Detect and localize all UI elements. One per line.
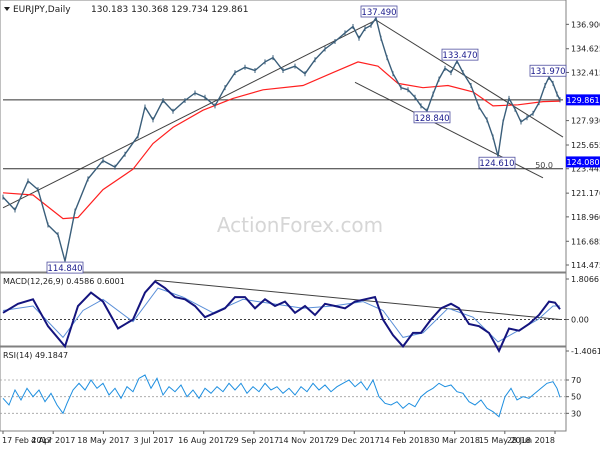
- callout-label: 137.490: [361, 8, 396, 18]
- callout-label: 114.840: [47, 264, 82, 274]
- macd-signal-line: [2, 287, 560, 343]
- rsi-plot: [0, 374, 566, 418]
- dropdown-triangle-icon: [4, 7, 10, 11]
- callout-box: [46, 261, 84, 274]
- macd-trendline: [154, 279, 561, 320]
- callout-label: 128.840: [414, 114, 449, 124]
- date-tick-label: 29 Dec 2017: [329, 436, 380, 445]
- callout-label: 131.970: [530, 67, 565, 77]
- price-plot: [2, 15, 564, 264]
- macd-tick-label: -1.4061: [571, 347, 600, 356]
- callout-label: 124.610: [479, 159, 514, 169]
- rsi-tick-label: 70: [571, 376, 581, 385]
- price-panel-frame: [0, 0, 567, 273]
- price-tick-label: 118.960: [571, 213, 600, 222]
- price-tick-label: 114.475: [571, 261, 600, 270]
- rsi-tick-label: 50: [571, 393, 581, 402]
- ohlc-readout: 130.183 130.368 129.734 129.861: [91, 5, 248, 15]
- price-tick-label: 125.655: [571, 141, 600, 150]
- callout-box: [360, 5, 398, 18]
- rsi-tick-label: 30: [571, 409, 581, 418]
- callout-box: [413, 111, 451, 124]
- macd-plot: [0, 279, 566, 354]
- date-tick-label: 29 Sep 2017: [229, 436, 280, 445]
- date-tick-label: 16 Aug 2017: [178, 436, 229, 445]
- price-tick-label: 121.170: [571, 189, 600, 198]
- price-tick-label: 123.445: [571, 165, 600, 174]
- price-tag-bg: [566, 94, 600, 106]
- date-tick-label: 28 Jun 2018: [507, 436, 555, 445]
- date-tick-label: 18 May 2017: [77, 436, 129, 445]
- chart-header: EURJPY,Daily 130.183 130.368 129.734 129…: [4, 5, 248, 15]
- moving-average-line: [2, 61, 561, 220]
- callout-box: [478, 156, 516, 169]
- price-tags: 129.861 124.080: [566, 94, 600, 168]
- price-tick-label: 127.930: [571, 117, 600, 126]
- fib-label: 50.0: [535, 161, 553, 170]
- macd-tick-label: 0.00: [571, 315, 589, 324]
- price-tick-label: 136.900: [571, 20, 600, 29]
- date-tick-label: 4 Apr 2017: [31, 436, 75, 445]
- level-tag-label: 124.080: [566, 158, 599, 167]
- trendline-channel-top: [375, 19, 564, 138]
- macd-line: [2, 280, 561, 354]
- date-tick-label: 30 Mar 2018: [429, 436, 480, 445]
- date-tick-label: 3 Jul 2017: [133, 436, 173, 445]
- callout-label: 133.470: [442, 51, 477, 61]
- macd-tick-label: 1.8066: [571, 275, 599, 284]
- price-callouts: 137.490 133.470 131.970 128.840 124.610 114.8…: [46, 5, 567, 274]
- rsi-line: [2, 374, 561, 418]
- callout-box: [441, 48, 479, 61]
- chart-title: EURJPY,Daily: [13, 5, 71, 15]
- price-line: [2, 16, 561, 262]
- rsi-axis: 70 50 30: [566, 376, 581, 418]
- macd-panel-frame: [0, 272, 567, 347]
- callout-box: [529, 64, 567, 77]
- trendline-rising-support: [2, 19, 377, 209]
- price-axis: 136.900 134.625 132.415 129.861 127.930 125.6…: [566, 20, 600, 270]
- macd-title: MACD(12,26,9) 0.4586 0.6001: [3, 277, 125, 286]
- price-tag-label: 129.861: [566, 96, 599, 105]
- price-tick-label: 116.685: [571, 237, 600, 246]
- date-tick-label: 15 May 2018: [479, 436, 531, 445]
- date-tick-label: 14 Nov 2017: [278, 436, 329, 445]
- level-tag-bg: [566, 156, 600, 168]
- price-tick-label: 132.415: [571, 68, 600, 77]
- date-tick-label: 17 Feb 2017: [2, 436, 52, 445]
- price-tick-label: 134.625: [571, 45, 600, 54]
- watermark: ActionForex.com: [217, 213, 383, 237]
- macd-axis: 1.8066 0.00 -1.4061: [566, 275, 600, 356]
- rsi-panel-frame: [0, 346, 567, 432]
- rsi-title: RSI(14) 49.1847: [3, 351, 68, 360]
- date-tick-label: 14 Feb 2018: [380, 436, 430, 445]
